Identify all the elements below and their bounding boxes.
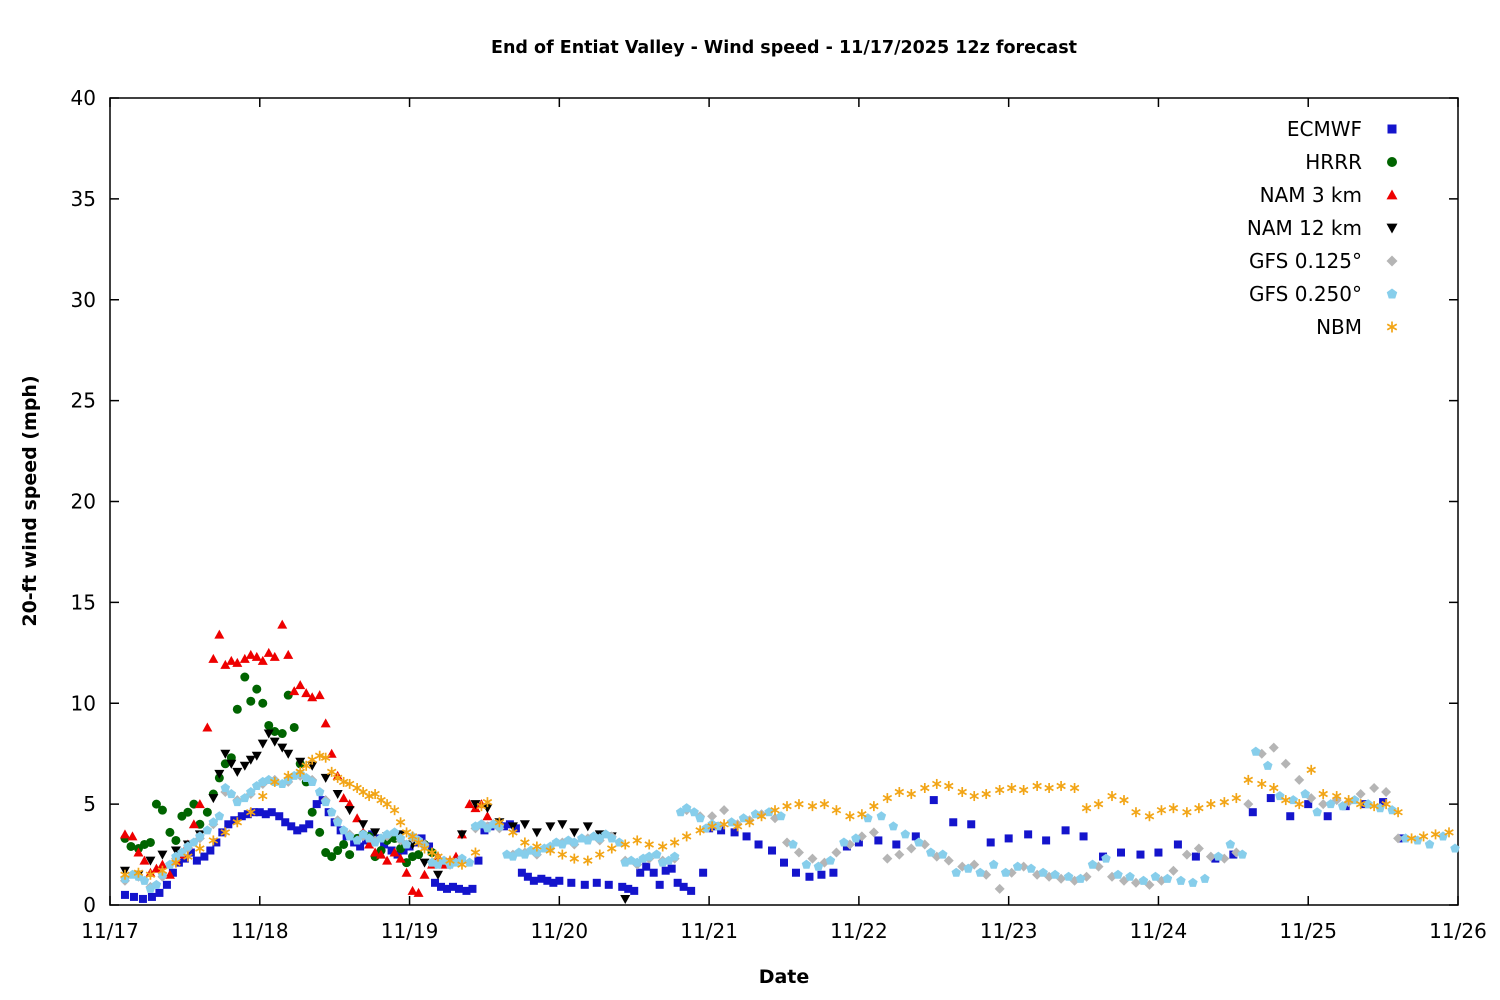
- x-tick-label: 11/20: [531, 919, 589, 943]
- legend-item-nam-12km: NAM 12 km: [1247, 211, 1404, 244]
- nam3km-triangle-up-marker-icon: [1380, 183, 1404, 207]
- series-hrrr: [120, 672, 437, 868]
- y-tick-label: 30: [71, 288, 96, 312]
- x-tick-label: 11/18: [231, 919, 289, 943]
- legend-item-nbm: NBM: [1247, 310, 1404, 343]
- y-tick-label: 5: [83, 792, 96, 816]
- y-tick-label: 35: [71, 187, 96, 211]
- x-tick-label: 11/21: [680, 919, 738, 943]
- series-gfs-0-250-: [120, 746, 1460, 893]
- x-tick-label: 11/23: [980, 919, 1038, 943]
- legend-item-gfs-0250: GFS 0.250°: [1247, 277, 1404, 310]
- x-axis-label: Date: [758, 966, 810, 988]
- chart-title: End of Entiat Valley - Wind speed - 11/1…: [491, 38, 1077, 58]
- y-tick-label: 20: [71, 490, 96, 514]
- legend-label: ECMWF: [1286, 116, 1362, 141]
- x-tick-label: 11/26: [1429, 919, 1487, 943]
- legend-label: HRRR: [1305, 149, 1362, 174]
- legend-label: GFS 0.125°: [1249, 248, 1362, 273]
- hrrr-circle-marker-icon: [1380, 150, 1404, 174]
- ecmwf-square-marker-icon: [1380, 117, 1404, 141]
- x-tick-label: 11/17: [81, 919, 139, 943]
- gfs0125-diamond-marker-icon: [1380, 249, 1404, 273]
- y-axis: 0 5 10 15 20 25 30 35 40: [71, 86, 1458, 917]
- nbm-asterisk-marker-icon: [1380, 315, 1404, 339]
- series-ecmwf: [120, 794, 1407, 903]
- legend-item-nam-3km: NAM 3 km: [1247, 178, 1404, 211]
- series-nam-12-km: [119, 729, 631, 904]
- y-axis-label: 20-ft wind speed (mph): [19, 375, 41, 627]
- y-tick-label: 0: [83, 893, 96, 917]
- x-tick-label: 11/25: [1279, 919, 1337, 943]
- x-axis: 11/17 11/18 11/19 11/20 11/21 11/22 11/23 11/24…: [81, 98, 1487, 943]
- y-tick-label: 25: [71, 389, 96, 413]
- y-tick-label: 40: [71, 86, 96, 110]
- nam12km-triangle-down-marker-icon: [1380, 216, 1404, 240]
- x-tick-label: 11/24: [1130, 919, 1188, 943]
- x-tick-label: 11/19: [381, 919, 439, 943]
- legend: ECMWF HRRR NAM 3 km NAM 12 km GFS 0.125°…: [1247, 112, 1404, 343]
- legend-label: NAM 3 km: [1259, 182, 1362, 207]
- legend-item-hrrr: HRRR: [1247, 145, 1404, 178]
- legend-label: NAM 12 km: [1246, 215, 1362, 240]
- x-tick-label: 11/22: [830, 919, 888, 943]
- legend-label: GFS 0.250°: [1249, 281, 1362, 306]
- y-tick-label: 10: [71, 691, 96, 715]
- legend-item-ecmwf: ECMWF: [1247, 112, 1404, 145]
- legend-label: NBM: [1316, 314, 1362, 339]
- legend-item-gfs-0125: GFS 0.125°: [1247, 244, 1404, 277]
- series-nbm: [120, 750, 1454, 880]
- gfs0250-pentagon-marker-icon: [1380, 282, 1404, 306]
- y-tick-label: 15: [71, 590, 96, 614]
